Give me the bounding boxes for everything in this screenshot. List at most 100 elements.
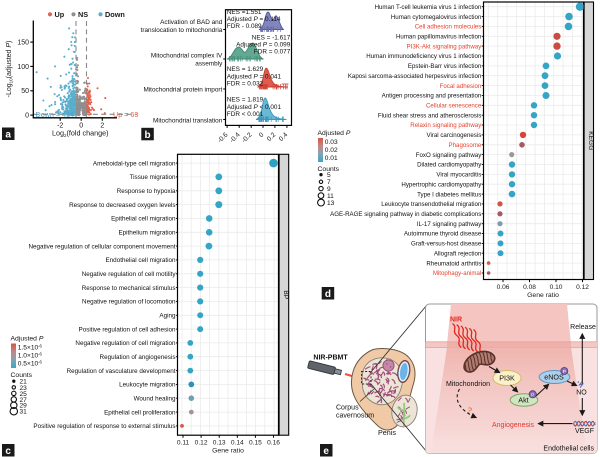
svg-text:FoxO signaling pathway: FoxO signaling pathway [416, 152, 482, 159]
svg-text:VEGF: VEGF [575, 428, 594, 435]
svg-text:0.06: 0.06 [497, 284, 510, 291]
svg-text:Corpus: Corpus [336, 405, 359, 412]
svg-text:Allograft rejection: Allograft rejection [434, 250, 482, 257]
svg-text:Autoimmune thyroid disease: Autoimmune thyroid disease [404, 231, 482, 238]
svg-text:Negative regulation of locomot: Negative regulation of locomotion [82, 299, 176, 306]
svg-text:NES = 1.629: NES = 1.629 [227, 66, 264, 73]
svg-text:Log2(fold change): Log2(fold change) [52, 129, 108, 139]
svg-text:0.12: 0.12 [576, 284, 589, 291]
svg-text:Counts: Counts [11, 372, 33, 379]
svg-text:Adjusted P < 0.001: Adjusted P < 0.001 [227, 104, 282, 111]
svg-text:translocation to mitochondria: translocation to mitochondria [141, 27, 223, 34]
svg-text:Down: Down [105, 10, 125, 19]
svg-text:0.13: 0.13 [213, 440, 226, 447]
svg-text:Aging: Aging [159, 313, 176, 320]
svg-text:FDR = 0.032: FDR = 0.032 [227, 81, 264, 88]
svg-text:Phagosome: Phagosome [449, 142, 482, 149]
svg-text:?: ? [466, 405, 474, 415]
svg-text:Regulation of angiogenesis: Regulation of angiogenesis [100, 354, 176, 361]
svg-text:0: 0 [258, 131, 266, 139]
svg-text:0.11: 0.11 [177, 440, 190, 447]
svg-text:Human cytomegalovirus infectio: Human cytomegalovirus infection [391, 14, 482, 21]
svg-text:Mitochondrial protein import: Mitochondrial protein import [143, 86, 222, 93]
svg-text:1.5×10-6: 1.5×10-6 [18, 344, 43, 352]
svg-text:Graft-versus-host disease: Graft-versus-host disease [411, 241, 482, 248]
svg-text:Penis: Penis [378, 428, 396, 437]
svg-text:13: 13 [327, 200, 335, 207]
svg-text:Regulation of vasculature deve: Regulation of vasculature development [67, 368, 176, 375]
svg-text:Leukocyte transendothelial mig: Leukocyte transendothelial migration [381, 201, 482, 208]
svg-text:0.15: 0.15 [249, 440, 262, 447]
svg-text:KEGG: KEGG [587, 131, 594, 150]
svg-text:2: 2 [100, 123, 104, 130]
svg-text:0.5×10-6: 0.5×10-6 [18, 359, 43, 367]
svg-text:Adjusted P = 0.099: Adjusted P = 0.099 [236, 42, 291, 49]
svg-text:Up: Up [55, 10, 65, 19]
svg-text:Mitochondrial translation: Mitochondrial translation [153, 117, 223, 124]
svg-text:e: e [323, 446, 329, 457]
svg-text:Mitochondrion: Mitochondrion [446, 381, 490, 388]
svg-text:FDR - 0.089: FDR - 0.089 [227, 23, 262, 30]
svg-text:11: 11 [327, 193, 334, 200]
svg-text:b: b [144, 130, 150, 141]
svg-text:25: 25 [20, 391, 28, 398]
svg-text:Human T-cell leukemia virus 1: Human T-cell leukemia virus 1 infection [375, 4, 482, 11]
svg-text:0.12: 0.12 [195, 440, 208, 447]
svg-text:0.03: 0.03 [325, 139, 338, 146]
svg-text:Adjusted P: Adjusted P [318, 130, 351, 137]
svg-text:Wound healing: Wound healing [134, 395, 176, 402]
svg-text:27: 27 [20, 397, 28, 404]
svg-text:IL-17 signaling pathway: IL-17 signaling pathway [417, 221, 482, 228]
svg-text:NIR: NIR [450, 317, 462, 324]
svg-text:NIR-PBMT: NIR-PBMT [313, 355, 348, 362]
svg-text:Gene ratio: Gene ratio [527, 292, 559, 299]
svg-text:0: 0 [79, 123, 83, 130]
svg-text:5: 5 [327, 172, 331, 179]
svg-text:Angiogenesis: Angiogenesis [492, 422, 535, 429]
svg-text:Type I diabetes mellitus: Type I diabetes mellitus [417, 191, 481, 198]
svg-text:Response to mechanical stimulu: Response to mechanical stimulus [82, 285, 176, 292]
svg-text:Counts: Counts [318, 166, 340, 173]
svg-text:Epithelium migration: Epithelium migration [118, 230, 176, 237]
svg-text:Relaxin signaling pathway: Relaxin signaling pathway [410, 122, 482, 129]
svg-text:Positive regulation of respons: Positive regulation of response to exter… [33, 423, 175, 430]
svg-text:Adjusted P: Adjusted P [11, 336, 44, 343]
svg-text:Down = 454: Down = 454 [36, 110, 75, 119]
svg-text:31: 31 [20, 409, 28, 416]
svg-text:Release: Release [570, 324, 596, 331]
svg-text:23: 23 [20, 385, 28, 392]
svg-text:Mitophagy-animal: Mitophagy-animal [433, 270, 481, 277]
svg-text:d: d [325, 289, 331, 300]
svg-text:Kaposi sarcoma-associated herp: Kaposi sarcoma-associated herpesvirus in… [348, 73, 482, 80]
svg-text:FDR = 0.077: FDR = 0.077 [254, 49, 291, 56]
svg-text:Adjusted P = 0.041: Adjusted P = 0.041 [227, 73, 282, 80]
svg-text:Antigen processing and present: Antigen processing and presentation [382, 93, 482, 100]
svg-text:9: 9 [327, 186, 331, 193]
svg-text:0.2: 0.2 [266, 131, 278, 143]
svg-text:Response to decreased oxygen l: Response to decreased oxygen levels [69, 202, 175, 209]
svg-text:7: 7 [327, 179, 331, 186]
svg-text:Human papillomavirus infection: Human papillomavirus infection [396, 34, 482, 41]
svg-text:0.10: 0.10 [550, 284, 563, 291]
svg-text:PI3K-Akt signaling pathway: PI3K-Akt signaling pathway [407, 43, 483, 50]
svg-text:0: 0 [25, 113, 29, 120]
svg-text:Positive regulation of cell ad: Positive regulation of cell adhesion [79, 326, 176, 333]
svg-text:NES = -1.617: NES = -1.617 [252, 34, 291, 41]
svg-text:0.14: 0.14 [231, 440, 244, 447]
svg-text:0.08: 0.08 [523, 284, 536, 291]
svg-text:Activation of BAD and: Activation of BAD and [160, 19, 223, 26]
svg-text:Endothelial cell migration: Endothelial cell migration [105, 257, 176, 264]
svg-text:Response to hypoxia: Response to hypoxia [117, 188, 176, 195]
svg-text:FDR < 0.001: FDR < 0.001 [227, 111, 264, 118]
svg-text:150: 150 [17, 40, 29, 47]
svg-text:-2: -2 [57, 123, 63, 130]
svg-text:0.4: 0.4 [278, 131, 290, 143]
svg-text:-Log10(adjusted P): -Log10(adjusted P) [6, 41, 14, 98]
svg-text:AGE-RAGE signaling pathway in: AGE-RAGE signaling pathway in diabetic c… [330, 211, 481, 218]
svg-text:PI3K: PI3K [499, 374, 515, 383]
svg-text:NO: NO [576, 390, 587, 397]
svg-text:cavernosum: cavernosum [336, 413, 374, 420]
svg-text:Rheumatoid arthritis: Rheumatoid arthritis [426, 260, 481, 267]
svg-text:Cell adhesion molecules: Cell adhesion molecules [415, 24, 482, 31]
svg-text:Gene ratio: Gene ratio [212, 448, 244, 455]
